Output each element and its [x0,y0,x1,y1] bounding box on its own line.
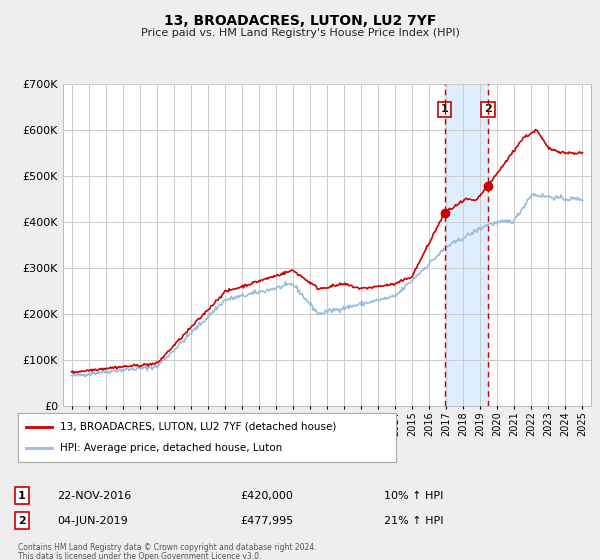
Text: This data is licensed under the Open Government Licence v3.0.: This data is licensed under the Open Gov… [18,552,262,560]
Text: Price paid vs. HM Land Registry's House Price Index (HPI): Price paid vs. HM Land Registry's House … [140,28,460,38]
Text: 1: 1 [18,491,26,501]
Text: 2: 2 [18,516,26,526]
Text: 1: 1 [440,104,448,114]
Text: HPI: Average price, detached house, Luton: HPI: Average price, detached house, Luto… [59,443,282,453]
Text: 21% ↑ HPI: 21% ↑ HPI [384,516,443,526]
Text: 13, BROADACRES, LUTON, LU2 7YF: 13, BROADACRES, LUTON, LU2 7YF [164,14,436,28]
Bar [445,84,488,406]
Text: £477,995: £477,995 [240,516,293,526]
Text: 13, BROADACRES, LUTON, LU2 7YF (detached house): 13, BROADACRES, LUTON, LU2 7YF (detached… [59,422,336,432]
Text: Contains HM Land Registry data © Crown copyright and database right 2024.: Contains HM Land Registry data © Crown c… [18,543,317,552]
Text: £420,000: £420,000 [240,491,293,501]
Text: 04-JUN-2019: 04-JUN-2019 [57,516,128,526]
Text: 22-NOV-2016: 22-NOV-2016 [57,491,131,501]
Text: 10% ↑ HPI: 10% ↑ HPI [384,491,443,501]
Text: 2: 2 [484,104,492,114]
